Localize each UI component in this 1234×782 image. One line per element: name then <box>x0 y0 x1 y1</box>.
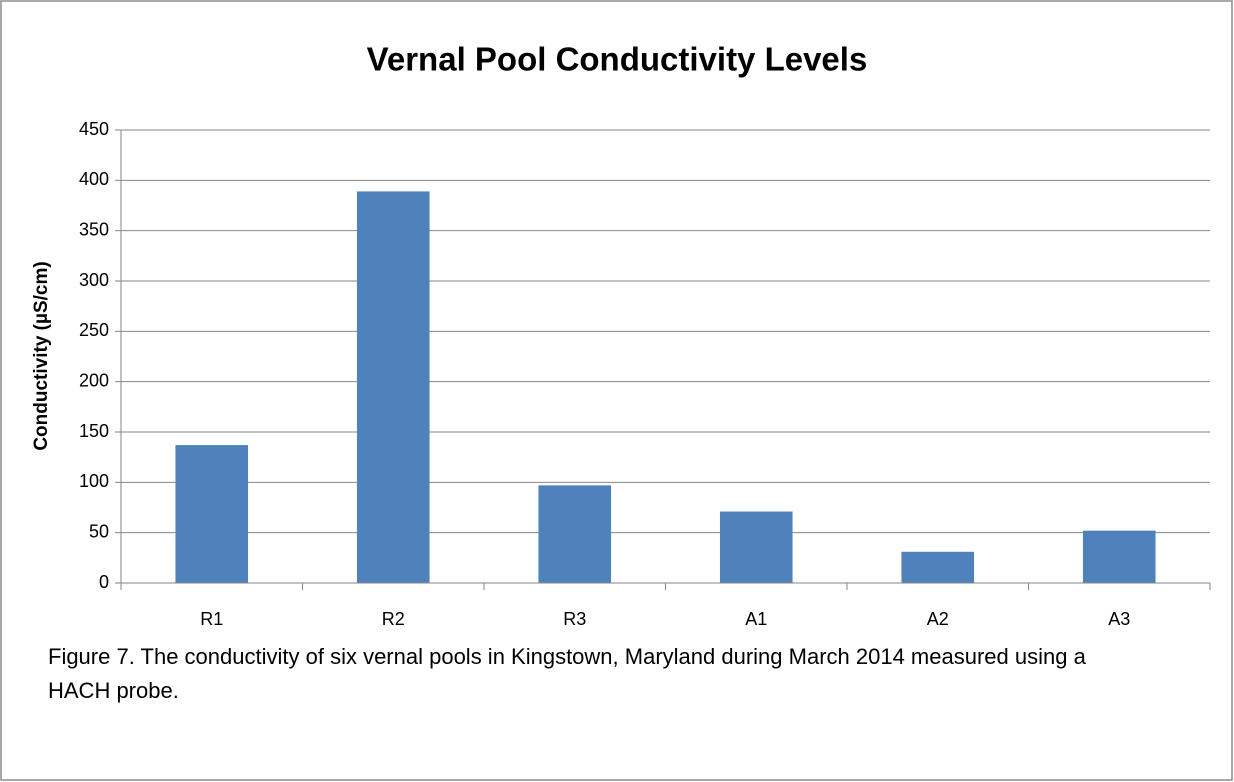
bar <box>175 445 249 583</box>
y-axis-label: Conductivity (µS/cm) <box>31 261 52 450</box>
y-tick-label: 200 <box>79 370 109 390</box>
x-tick-label: R2 <box>382 609 405 629</box>
bar <box>1082 530 1156 583</box>
x-tick-label: R1 <box>200 609 223 629</box>
bar <box>538 485 612 583</box>
y-tick-label: 0 <box>99 572 109 592</box>
y-tick-label: 450 <box>79 119 109 139</box>
chart-title: Vernal Pool Conductivity Levels <box>367 41 868 78</box>
x-tick-label: A2 <box>927 609 949 629</box>
x-tick-label: A1 <box>745 609 767 629</box>
y-tick-label: 50 <box>89 521 109 541</box>
bar <box>719 511 793 583</box>
y-tick-label: 300 <box>79 270 109 290</box>
bar <box>356 191 430 583</box>
x-tick-label: A3 <box>1108 609 1130 629</box>
caption: Figure 7. The conductivity of six vernal… <box>48 644 1086 703</box>
y-tick-label: 150 <box>79 421 109 441</box>
y-tick-label: 350 <box>79 219 109 239</box>
x-tick-label: R3 <box>563 609 586 629</box>
y-tick-label: 100 <box>79 471 109 491</box>
y-tick-label: 400 <box>79 169 109 189</box>
y-tick-label: 250 <box>79 320 109 340</box>
bar <box>901 551 975 583</box>
